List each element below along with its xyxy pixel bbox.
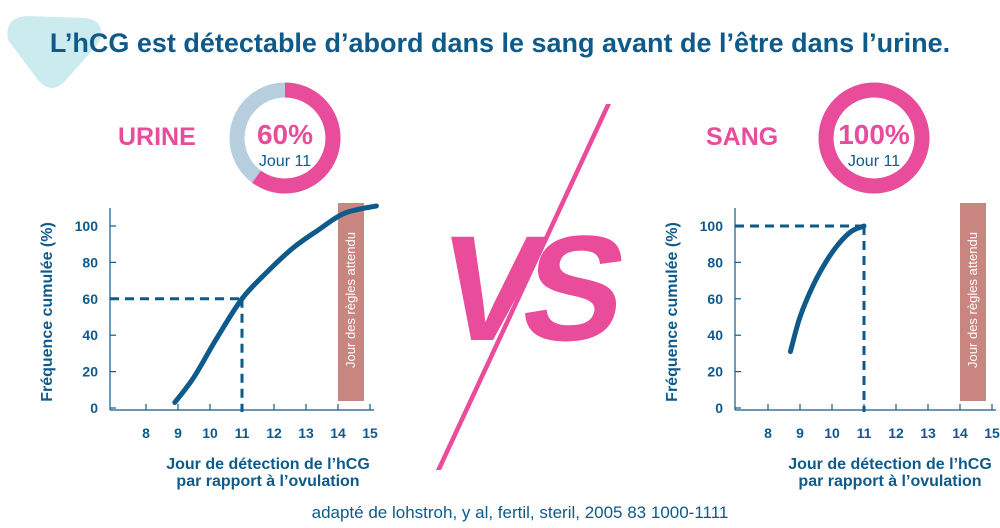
x-axis-title-line1: Jour de détection de l’hCG	[788, 456, 992, 473]
y-tick-label: 100	[75, 218, 99, 234]
sang-chart: SANG 100% Jour 11 Jour des règles attendu 0 2…	[664, 82, 1000, 490]
vs-label: VS	[426, 205, 634, 373]
urine-chart: URINE 60% Jour 11 Jour des règles attendu 0 2…	[39, 82, 379, 490]
x-axis-title-line2: par rapport à l’ovulation	[176, 473, 359, 490]
y-tick-label: 60	[82, 291, 98, 307]
chart-label: SANG	[706, 123, 778, 151]
donut-value-arc	[818, 82, 930, 194]
decorative-teal-shape	[7, 16, 102, 88]
y-tick-label: 0	[715, 400, 723, 416]
x-tick-label: 14	[952, 425, 968, 441]
source-note: adapté de lohstroh, y al, fertil, steril…	[312, 503, 729, 522]
y-tick-label: 40	[82, 327, 98, 343]
donut-percent: 60%	[257, 119, 313, 150]
x-tick-label: 11	[235, 425, 250, 441]
expected-period-band	[338, 203, 364, 401]
x-tick-label: 9	[174, 425, 182, 441]
y-tick-label: 20	[707, 364, 723, 380]
x-tick-label: 8	[142, 425, 150, 441]
band-label: Jour des règles attendu	[343, 232, 358, 368]
y-tick-label: 20	[82, 364, 98, 380]
slash-decoration	[436, 104, 611, 470]
x-tick-label: 10	[824, 425, 840, 441]
x-tick-label: 12	[888, 425, 904, 441]
x-tick-label: 15	[362, 425, 378, 441]
y-tick-label: 40	[707, 327, 723, 343]
series-line	[787, 223, 867, 355]
page-title: L’hCG est détectable d’abord dans le san…	[50, 28, 950, 58]
x-tick-label: 13	[298, 425, 314, 441]
expected-period-band	[960, 203, 986, 401]
x-tick-label: 11	[857, 425, 872, 441]
y-tick-label: 80	[707, 254, 723, 270]
x-tick-label: 15	[984, 425, 1000, 441]
y-axis-title: Fréquence cumulée (%)	[664, 222, 681, 402]
donut-day: Jour 11	[848, 153, 900, 170]
donut-day: Jour 11	[259, 153, 311, 170]
y-tick-label: 100	[700, 218, 724, 234]
x-tick-label: 10	[202, 425, 218, 441]
x-tick-label: 12	[266, 425, 282, 441]
x-tick-label: 13	[920, 425, 936, 441]
x-tick-label: 9	[796, 425, 804, 441]
x-axis-title-line1: Jour de détection de l’hCG	[166, 456, 370, 473]
y-tick-label: 80	[82, 254, 98, 270]
x-tick-label: 8	[764, 425, 772, 441]
y-tick-label: 0	[90, 400, 98, 416]
y-tick-label: 60	[707, 291, 723, 307]
donut-value-arc	[229, 82, 341, 194]
x-axis-title-line2: par rapport à l’ovulation	[798, 473, 981, 490]
chart-label: URINE	[118, 123, 196, 151]
series-line	[172, 203, 379, 406]
y-axis-title: Fréquence cumulée (%)	[39, 222, 56, 402]
band-label: Jour des règles attendu	[965, 232, 980, 368]
x-tick-label: 14	[330, 425, 346, 441]
donut-percent: 100%	[838, 119, 910, 150]
